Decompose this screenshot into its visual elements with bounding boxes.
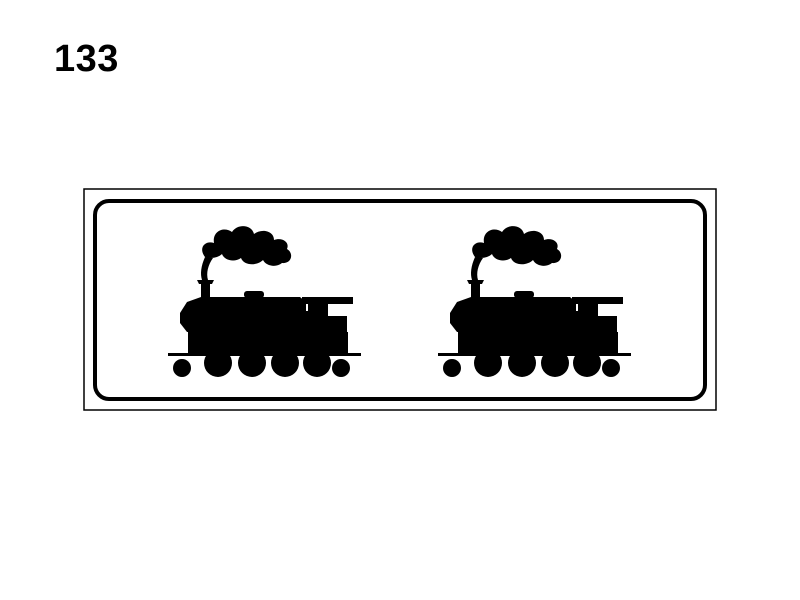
road-sign	[0, 0, 800, 600]
